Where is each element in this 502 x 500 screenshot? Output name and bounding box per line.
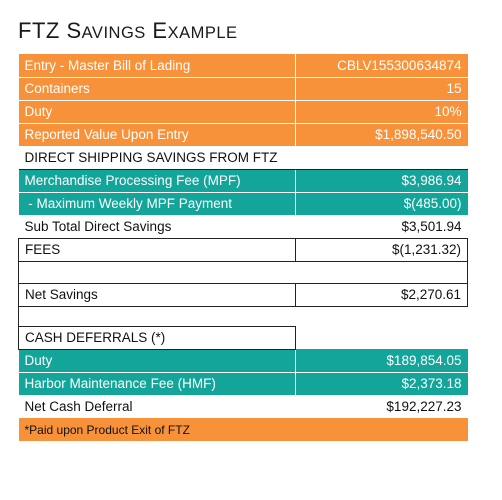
spacer-cell bbox=[18, 261, 468, 284]
section-header: DIRECT SHIPPING SAVINGS FROM FTZ bbox=[18, 146, 468, 170]
savings-table: Entry - Master Bill of Lading CBLV155300… bbox=[18, 54, 468, 441]
row-value: $189,854.05 bbox=[295, 349, 468, 373]
row-label: Harbor Maintenance Fee (HMF) bbox=[18, 372, 296, 396]
spacer-cell bbox=[18, 306, 468, 326]
row-value: $1,898,540.50 bbox=[295, 123, 468, 147]
row-label: Reported Value Upon Entry bbox=[18, 123, 296, 147]
row-value: $2,270.61 bbox=[295, 282, 468, 307]
row-value: $3,501.94 bbox=[295, 215, 468, 239]
row-label: - Maximum Weekly MPF Payment bbox=[18, 192, 296, 216]
page-title: FTZ SAVINGS EXAMPLE bbox=[18, 18, 238, 44]
row-spacer bbox=[18, 261, 468, 284]
footnote: *Paid upon Product Exit of FTZ bbox=[18, 418, 468, 441]
row-label: Net Cash Deferral bbox=[18, 395, 296, 418]
row-hmf: Harbor Maintenance Fee (HMF) $2,373.18 bbox=[18, 372, 468, 396]
row-label: Net Savings bbox=[18, 282, 296, 307]
row-value: $192,227.23 bbox=[295, 395, 468, 418]
row-fees: FEES $(1,231.32) bbox=[18, 237, 468, 262]
row-cash-duty: Duty $189,854.05 bbox=[18, 349, 468, 373]
row-direct-header: DIRECT SHIPPING SAVINGS FROM FTZ bbox=[18, 146, 468, 170]
row-label: Sub Total Direct Savings bbox=[18, 215, 296, 239]
row-value: 10% bbox=[295, 100, 468, 124]
row-entry: Entry - Master Bill of Lading CBLV155300… bbox=[18, 54, 468, 78]
row-containers: Containers 15 bbox=[18, 77, 468, 101]
row-label: Merchandise Processing Fee (MPF) bbox=[18, 169, 296, 193]
row-label: Containers bbox=[18, 77, 296, 101]
row-value: $(485.00) bbox=[295, 192, 468, 216]
title-part: F bbox=[18, 18, 32, 43]
row-value bbox=[296, 326, 468, 349]
title-part: TZ bbox=[31, 18, 60, 43]
row-footnote: *Paid upon Product Exit of FTZ bbox=[18, 418, 468, 441]
row-label: Duty bbox=[18, 349, 296, 373]
row-value: $(1,231.32) bbox=[295, 237, 468, 262]
row-duty: Duty 10% bbox=[18, 100, 468, 124]
row-cash-header: CASH DEFERRALS (*) bbox=[18, 325, 468, 350]
row-value: $2,373.18 bbox=[295, 372, 468, 396]
title-part: AVINGS bbox=[81, 24, 146, 42]
title-part: XAMPLE bbox=[167, 24, 238, 42]
row-max-mpf: - Maximum Weekly MPF Payment $(485.00) bbox=[18, 192, 468, 216]
row-label: Duty bbox=[18, 100, 296, 124]
row-label: Entry - Master Bill of Lading bbox=[18, 54, 296, 78]
row-net-savings: Net Savings $2,270.61 bbox=[18, 282, 468, 307]
row-subtotal: Sub Total Direct Savings $3,501.94 bbox=[18, 215, 468, 239]
section-header: CASH DEFERRALS (*) bbox=[18, 325, 296, 350]
title-part: E bbox=[152, 18, 168, 43]
row-spacer bbox=[18, 306, 468, 326]
row-mpf: Merchandise Processing Fee (MPF) $3,986.… bbox=[18, 169, 468, 193]
row-value: 15 bbox=[295, 77, 468, 101]
title-part: S bbox=[66, 18, 82, 43]
row-reported-value: Reported Value Upon Entry $1,898,540.50 bbox=[18, 123, 468, 147]
row-value: $3,986.94 bbox=[295, 169, 468, 193]
row-net-cash: Net Cash Deferral $192,227.23 bbox=[18, 395, 468, 418]
row-value: CBLV155300634874 bbox=[295, 54, 468, 78]
row-label: FEES bbox=[18, 237, 296, 262]
